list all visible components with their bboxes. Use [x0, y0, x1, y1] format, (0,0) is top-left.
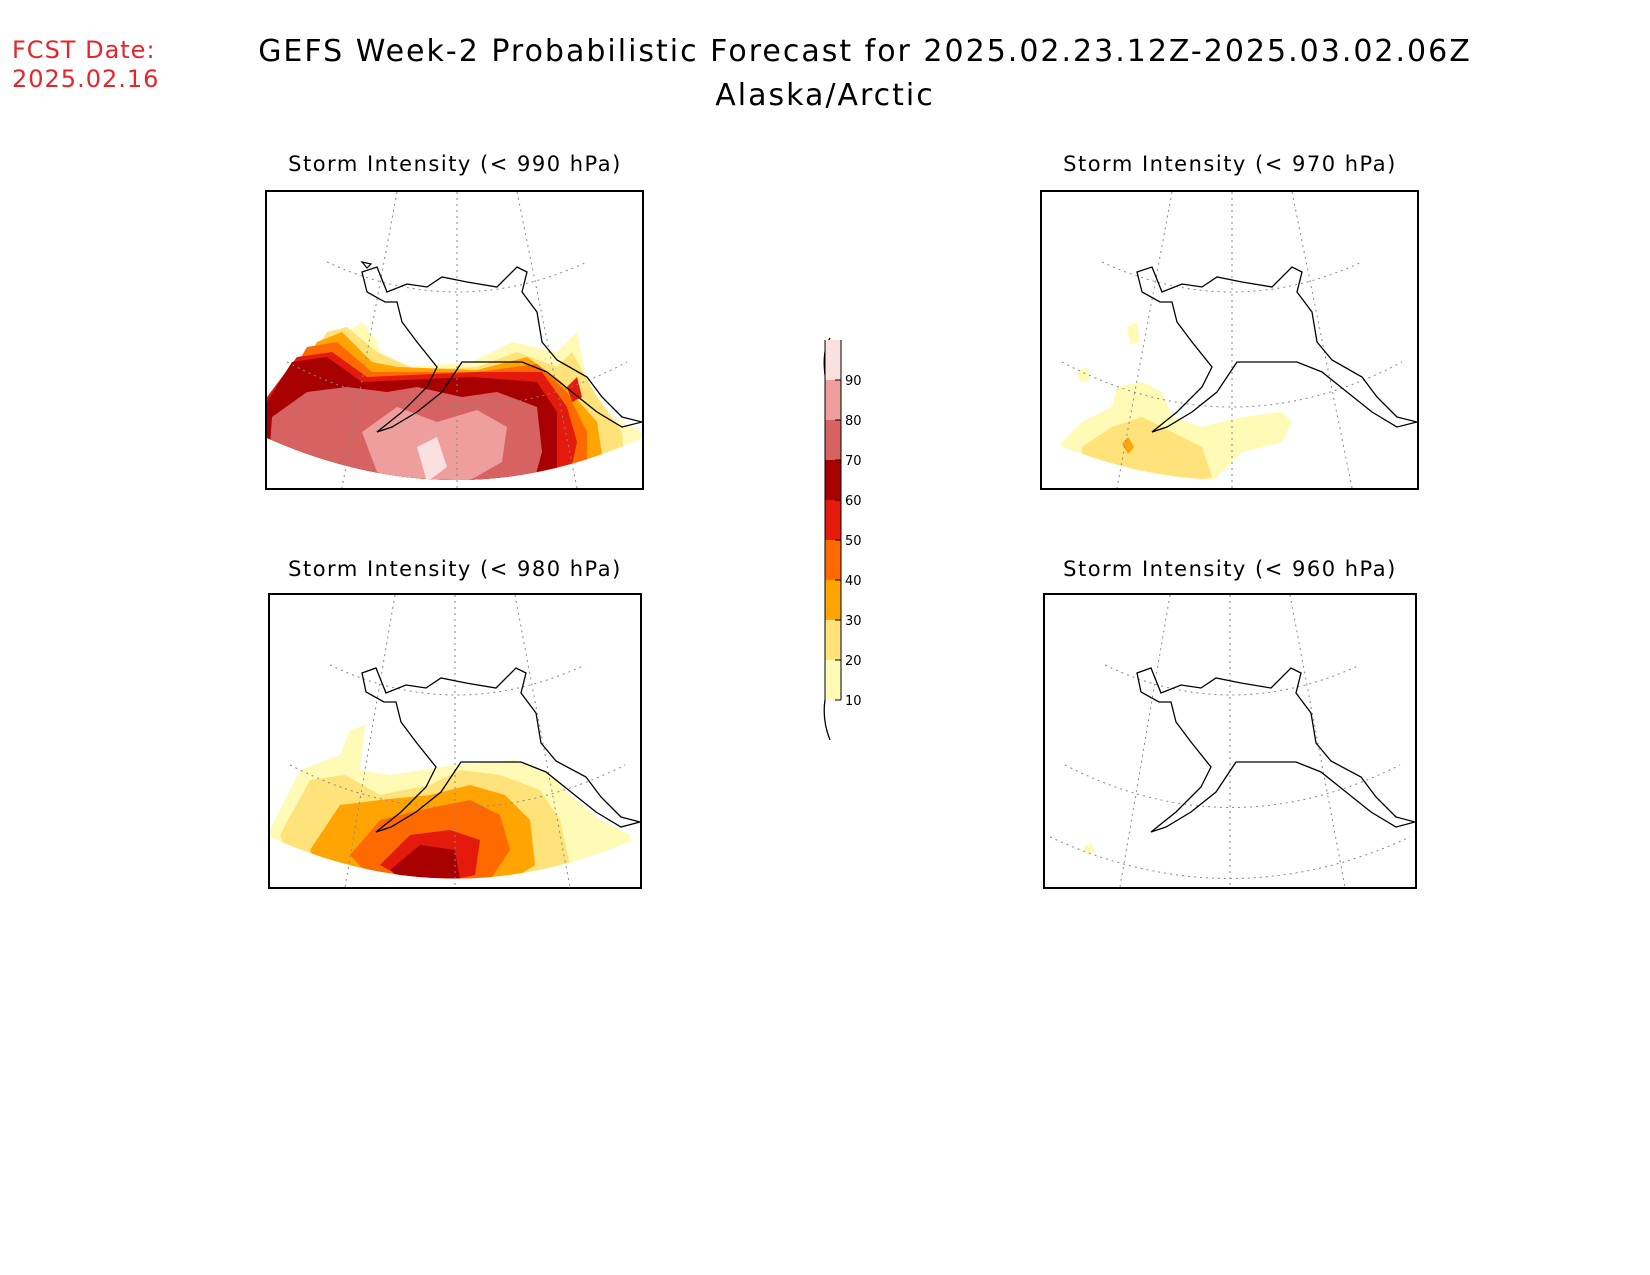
panel-title-990: Storm Intensity (< 990 hPa) — [288, 152, 622, 176]
colorbar-label: 10 — [845, 694, 862, 709]
graticule — [286, 192, 628, 488]
colorbar-label: 90 — [845, 374, 862, 389]
panel-title-960: Storm Intensity (< 960 hPa) — [1063, 557, 1397, 581]
colorbar-swatch-20 — [825, 620, 841, 660]
colorbar-label: 50 — [845, 534, 862, 549]
coastline — [1136, 667, 1415, 833]
colorbar-label: 80 — [845, 414, 862, 429]
probability-fill-970 — [1062, 322, 1292, 480]
map-panel-960 — [1043, 593, 1417, 889]
coastline — [1136, 266, 1417, 433]
page-title: GEFS Week-2 Probabilistic Forecast for 2… — [258, 34, 1472, 69]
colorbar-swatch-80 — [825, 380, 841, 420]
forecast-date-label: FCST Date: — [12, 36, 156, 64]
colorbar-label: 20 — [845, 654, 862, 669]
colorbar-label: 70 — [845, 454, 862, 469]
colorbar-swatch-40 — [825, 540, 841, 580]
colorbar-swatch-30 — [825, 580, 841, 620]
coastline — [361, 667, 640, 833]
panel-title-970: Storm Intensity (< 970 hPa) — [1063, 152, 1397, 176]
panel-title-980: Storm Intensity (< 980 hPa) — [288, 557, 622, 581]
colorbar-label: 60 — [845, 494, 862, 509]
colorbar-swatch-90 — [825, 340, 841, 380]
colorbar-swatch-10 — [825, 660, 841, 700]
coastline — [361, 266, 642, 433]
colorbar-swatch-50 — [825, 500, 841, 540]
page-subtitle: Alaska/Arctic — [715, 78, 935, 113]
colorbar-swatch-70 — [825, 420, 841, 460]
colorbar-legend: 90 80 70 60 50 40 30 20 10 — [820, 330, 880, 744]
map-panel-990 — [265, 190, 644, 490]
forecast-date: FCST Date: 2025.02.16 — [12, 36, 159, 94]
probability-fill-990 — [267, 322, 642, 480]
colorbar-label: 30 — [845, 614, 862, 629]
colorbar-label: 40 — [845, 574, 862, 589]
probability-fill-960 — [1083, 843, 1095, 854]
map-panel-970 — [1040, 190, 1419, 490]
map-panel-980 — [268, 593, 642, 889]
colorbar-swatch-60 — [825, 460, 841, 500]
colorbar-frame — [824, 340, 842, 700]
forecast-date-value: 2025.02.16 — [12, 65, 160, 93]
colorbar-bottom-cap — [823, 699, 831, 741]
